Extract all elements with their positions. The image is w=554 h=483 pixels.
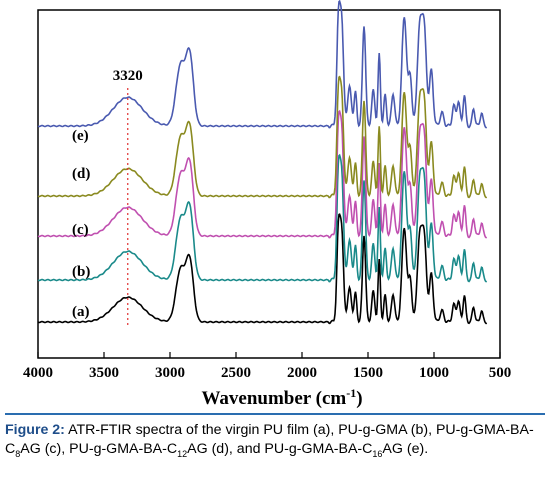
x-axis-title: Wavenumber (cm-1) xyxy=(201,386,362,409)
x-axis-ticks: 4000 3500 3000 2500 2000 1500 1000 500 xyxy=(23,352,511,381)
x-tick-label: 1000 xyxy=(419,365,449,381)
series-label: (e) xyxy=(72,128,89,144)
caption-text-1: ATR-FTIR spectra of the virgin PU film (… xyxy=(5,422,534,457)
series-label: (b) xyxy=(72,264,90,280)
caption-sub-3: 16 xyxy=(372,448,383,459)
x-tick-label: 2000 xyxy=(287,365,317,381)
spectrum-line xyxy=(37,109,488,239)
spectrum-line xyxy=(37,75,488,199)
caption-label: Figure 2: xyxy=(5,422,65,438)
ftir-chart: 4000 3500 3000 2500 2000 1500 1000 500 (a) (b) (c… xyxy=(23,0,511,409)
spectrum-line xyxy=(37,0,488,129)
x-tick-label: 3500 xyxy=(89,365,119,381)
x-tick-label: 4000 xyxy=(23,365,53,381)
x-tick-label: 500 xyxy=(489,365,512,381)
caption-text-4: AG (e). xyxy=(382,441,429,457)
x-tick-label: 1500 xyxy=(353,365,383,381)
x-tick-label: 3000 xyxy=(155,365,185,381)
series-label: (a) xyxy=(72,304,90,320)
x-tick-label: 2500 xyxy=(221,365,251,381)
spectrum-line xyxy=(37,153,488,283)
spectra: (a) (b) (c) (d) (e) xyxy=(37,0,488,325)
spectrum-line xyxy=(37,213,488,325)
plot-frame xyxy=(37,9,501,359)
caption-text-3: AG (d), and PU-g-GMA-BA-C xyxy=(187,441,373,457)
series-label: (d) xyxy=(72,166,90,182)
series-label: (c) xyxy=(72,222,89,238)
caption-sub-1: 8 xyxy=(15,448,21,459)
caption-text-2: AG (c), PU-g-GMA-BA-C xyxy=(20,441,178,457)
figure-caption: Figure 2: ATR-FTIR spectra of the virgin… xyxy=(5,413,545,464)
annotation-label: 3320 xyxy=(113,68,143,84)
caption-sub-2: 12 xyxy=(177,448,188,459)
